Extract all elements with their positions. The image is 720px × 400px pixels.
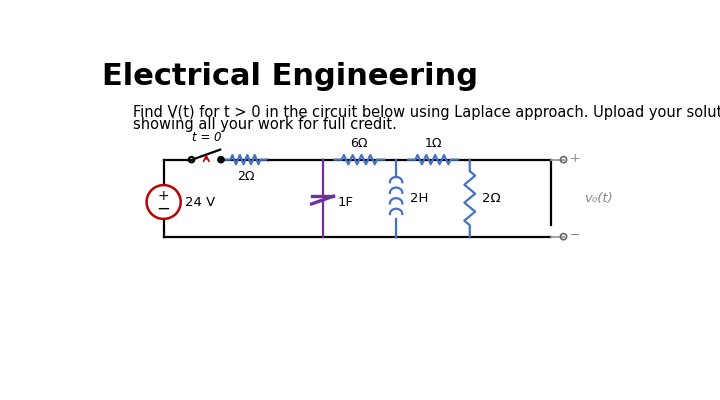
Text: 2Ω: 2Ω <box>482 192 501 205</box>
Text: Find V(t) for t > 0 in the circuit below using Laplace approach. Upload your sol: Find V(t) for t > 0 in the circuit below… <box>132 105 720 120</box>
Text: 1F: 1F <box>338 196 354 208</box>
Text: showing all your work for full credit.: showing all your work for full credit. <box>132 116 397 132</box>
Text: 6Ω: 6Ω <box>351 137 368 150</box>
Text: 2H: 2H <box>410 192 428 205</box>
Text: −: − <box>570 229 580 242</box>
Text: 2Ω: 2Ω <box>237 170 254 183</box>
Text: 1Ω: 1Ω <box>424 137 441 150</box>
Text: v₀(t): v₀(t) <box>584 192 613 205</box>
Circle shape <box>218 157 224 162</box>
Text: 24 V: 24 V <box>185 196 215 208</box>
Text: t = 0: t = 0 <box>192 131 221 144</box>
Text: +: + <box>570 152 580 165</box>
Text: −: − <box>157 200 171 218</box>
Text: +: + <box>158 189 169 203</box>
Text: Electrical Engineering: Electrical Engineering <box>102 62 477 91</box>
